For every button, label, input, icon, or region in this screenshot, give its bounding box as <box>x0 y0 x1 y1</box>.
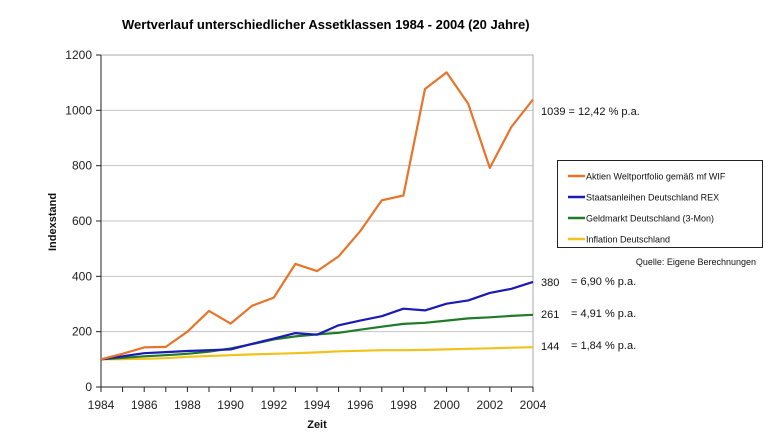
x-tick-label: 2002 <box>476 398 503 412</box>
chart-title: Wertverlauf unterschiedlicher Assetklass… <box>122 17 530 32</box>
green-end-value: 261 <box>541 309 559 321</box>
x-tick-label: 1990 <box>217 398 244 412</box>
y-tick-label: 200 <box>72 325 92 339</box>
x-tick-labels: 1984 1986 1988 1990 1992 1994 1996 1998 2000 2002… <box>88 398 547 412</box>
blue-end-value: 380 <box>541 277 559 289</box>
y-tick-label: 800 <box>72 159 92 173</box>
axes <box>96 54 534 392</box>
x-axis-title: Zeit <box>307 419 327 431</box>
series-line <box>100 346 534 361</box>
x-tick-label: 1986 <box>131 398 158 412</box>
y-tick-label: 1000 <box>65 103 92 117</box>
series-lines <box>100 71 534 361</box>
x-tick-label: 1998 <box>390 398 417 412</box>
legend-box <box>557 160 763 248</box>
y-tick-label: 1200 <box>65 48 92 62</box>
y-axis-title: Indexstand <box>47 193 59 251</box>
gridlines <box>101 54 533 333</box>
x-tick-label: 2000 <box>433 398 460 412</box>
legend-label: Staatsanleihen Deutschland REX <box>586 193 719 203</box>
orange-end-label: 1039 = 12,42 % p.a. <box>541 106 640 118</box>
x-tick-label: 1984 <box>88 398 115 412</box>
x-tick-label: 1992 <box>260 398 287 412</box>
yellow-end-value: 144 <box>541 341 559 353</box>
legend: Aktien Weltportfolio gemäß mf WIF Staatsa… <box>557 160 763 248</box>
y-tick-label: 0 <box>85 380 92 394</box>
yellow-end-rate: = 1,84 % p.a. <box>571 340 636 352</box>
source-note: Quelle: Eigene Berechnungen <box>636 257 756 267</box>
legend-label: Geldmarkt Deutschland (3-Mon) <box>586 214 714 224</box>
y-tick-labels: 0 200 400 600 800 1000 1200 <box>65 48 92 394</box>
y-tick-label: 600 <box>72 214 92 228</box>
legend-label: Aktien Weltportfolio gemäß mf WIF <box>586 172 726 182</box>
series-line <box>100 71 534 361</box>
y-tick-label: 400 <box>72 269 92 283</box>
x-tick-label: 1988 <box>174 398 201 412</box>
x-tick-label: 1994 <box>304 398 331 412</box>
x-tick-label: 2004 <box>520 398 547 412</box>
green-end-rate: = 4,91 % p.a. <box>571 308 636 320</box>
legend-label: Inflation Deutschland <box>586 235 670 245</box>
blue-end-rate: = 6,90 % p.a. <box>571 276 636 288</box>
x-tick-label: 1996 <box>347 398 374 412</box>
series-line <box>100 280 534 361</box>
